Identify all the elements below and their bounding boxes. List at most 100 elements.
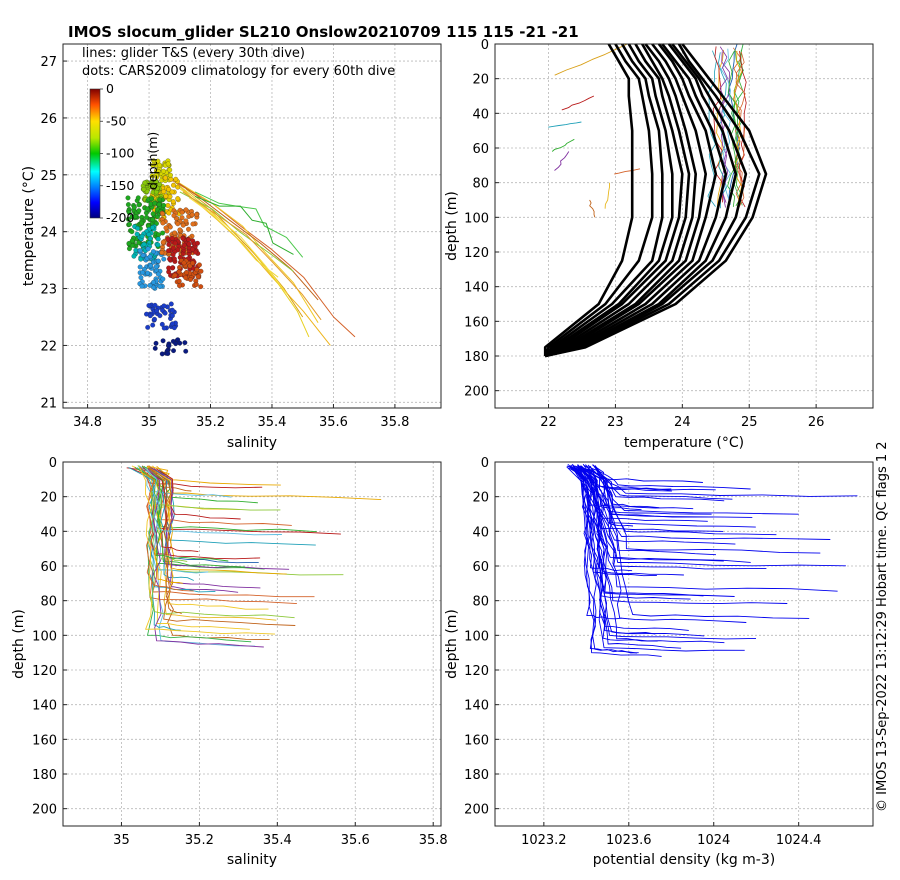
climatology-dot: [168, 301, 174, 307]
climatology-dot: [186, 226, 191, 232]
density-profile: [576, 466, 662, 657]
panel-density: 1023.2 1023.6 1024 1024.4 0 20 40 60 80 100 120 140…: [444, 456, 874, 868]
climatology-dot: [152, 302, 158, 308]
climatology-dot: [167, 224, 173, 230]
climatology-dot: [166, 265, 172, 271]
climatology-dot: [181, 260, 187, 266]
glider-temperature-profile: [716, 49, 724, 206]
climatology-dot: [198, 268, 204, 274]
y-tick-label: 140: [464, 281, 489, 296]
climatology-dot: [172, 230, 177, 236]
glider-ts-line: [182, 191, 322, 321]
salinity-plot-frame: [62, 461, 442, 827]
climatology-dot: [175, 196, 181, 202]
climatology-temperature-profile: [544, 43, 684, 358]
climatology-dot: [131, 253, 137, 259]
density-profile: [594, 465, 634, 527]
salinity-ylabel: depth (m): [11, 609, 27, 679]
climatology-temperature-profile: [544, 43, 718, 358]
density-profile: [576, 466, 751, 563]
climatology-dot: [173, 176, 179, 182]
climatology-dot: [136, 208, 142, 214]
climatology-dot: [175, 221, 181, 227]
y-tick-label: 60: [472, 560, 489, 575]
density-profile: [587, 464, 821, 554]
y-tick-label: 0: [481, 38, 489, 53]
density-plot-frame: [494, 461, 874, 827]
glider-ts-line: [170, 177, 319, 301]
climatology-dot: [165, 236, 171, 242]
y-tick-label: 22: [40, 339, 57, 354]
climatology-dot: [140, 252, 146, 258]
glider-temperature-profile: [554, 151, 570, 171]
density-profile: [573, 468, 672, 490]
climatology-dot: [138, 275, 144, 280]
salinity-xlabel: salinity: [227, 852, 277, 868]
climatology-dot: [129, 229, 135, 235]
climatology-dot: [170, 199, 176, 205]
climatology-dot: [139, 283, 145, 289]
colorbar-tick-label: -200: [106, 210, 134, 225]
x-tick-label: 35: [141, 415, 158, 430]
climatology-dot: [177, 227, 183, 233]
climatology-dot: [139, 233, 145, 239]
y-tick-label: 40: [40, 525, 57, 540]
climatology-dot: [195, 274, 201, 280]
climatology-dot: [165, 203, 171, 208]
y-tick-label: 200: [464, 385, 489, 400]
climatology-dot: [141, 186, 147, 192]
climatology-dot: [169, 307, 175, 313]
climatology-dot: [150, 322, 156, 328]
climatology-dot: [170, 245, 176, 251]
temperature-ylabel: depth (m): [444, 191, 460, 261]
climatology-dot: [171, 348, 176, 354]
climatology-dot: [188, 277, 193, 282]
climatology-dot: [183, 207, 189, 213]
climatology-dot: [197, 262, 202, 268]
y-tick-label: 80: [472, 595, 489, 610]
glider-temperature-profile: [554, 43, 628, 76]
climatology-dot: [136, 240, 142, 245]
density-profile: [567, 463, 638, 654]
climatology-dot: [166, 248, 171, 254]
glider-temperature-profile: [551, 138, 575, 152]
climatology-temperature-profile: [544, 43, 698, 358]
climatology-dot: [127, 246, 132, 252]
climatology-dot: [138, 256, 144, 262]
density-profiles: [566, 463, 858, 657]
glider-temperature-profile: [589, 199, 596, 218]
climatology-dot: [150, 217, 156, 223]
y-tick-label: 140: [464, 699, 489, 714]
climatology-dot: [159, 351, 165, 357]
glider-ts-line: [185, 188, 304, 318]
colorbar-gradient: [89, 88, 101, 219]
climatology-dot: [155, 271, 161, 277]
climatology-dot: [155, 169, 161, 174]
climatology-dot: [145, 246, 151, 252]
climatology-dot: [173, 341, 179, 347]
climatology-dot: [157, 284, 163, 289]
climatology-dot: [166, 210, 172, 216]
climatology-temperature-profile: [544, 43, 708, 358]
glider-salinity-profile: [137, 465, 295, 619]
climatology-dot: [167, 256, 172, 262]
density-profile: [577, 464, 753, 518]
ts-plot-frame: [62, 43, 442, 409]
glider-temperature-profile: [738, 50, 747, 208]
climatology-dot: [190, 221, 196, 227]
x-tick-label: 1024: [697, 833, 730, 848]
climatology-dot: [151, 279, 156, 285]
glider-ts-line: [173, 180, 331, 346]
climatology-dot: [146, 303, 152, 308]
glider-salinity-profile: [156, 468, 241, 520]
climatology-dot: [171, 325, 177, 331]
climatology-dot: [169, 189, 175, 195]
glider-salinity-profile: [147, 468, 264, 648]
climatology-dot: [161, 189, 167, 194]
climatology-dot: [131, 204, 137, 210]
legend-lines-text: lines: glider T&S (every 30th dive): [82, 46, 305, 61]
climatology-dot: [170, 252, 176, 258]
legend-dots-text: dots: CARS2009 climatology for every 60t…: [82, 64, 395, 79]
climatology-dot: [139, 220, 145, 226]
climatology-dot: [159, 250, 165, 256]
